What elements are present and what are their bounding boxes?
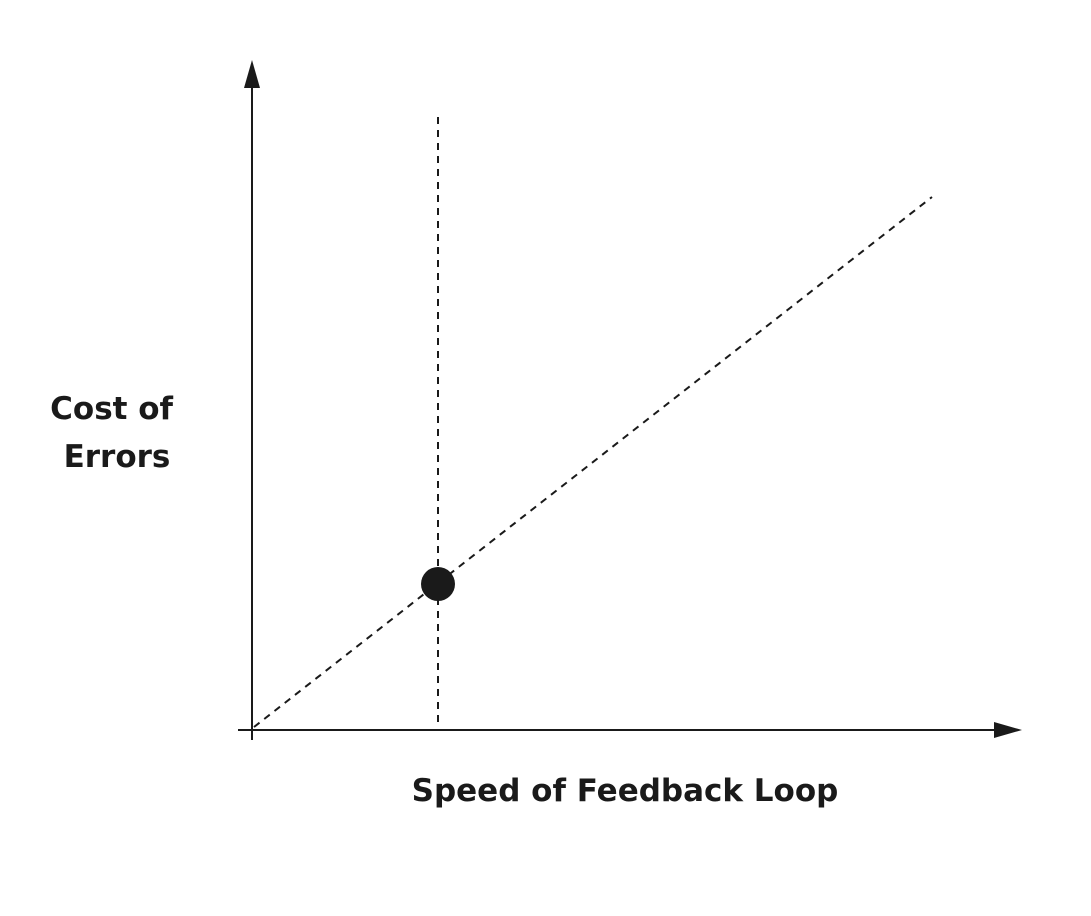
- x-axis-label: Speed of Feedback Loop: [412, 773, 839, 809]
- diagonal-dashed-line: [253, 196, 933, 728]
- x-axis-arrowhead: [994, 722, 1022, 738]
- y-axis-label-line-2: Errors: [64, 439, 171, 475]
- y-axis-label: Cost of Errors: [50, 391, 184, 475]
- y-axis-label-line-1: Cost of: [50, 391, 173, 427]
- y-axis-arrowhead: [244, 60, 260, 88]
- intersection-point: [421, 567, 455, 601]
